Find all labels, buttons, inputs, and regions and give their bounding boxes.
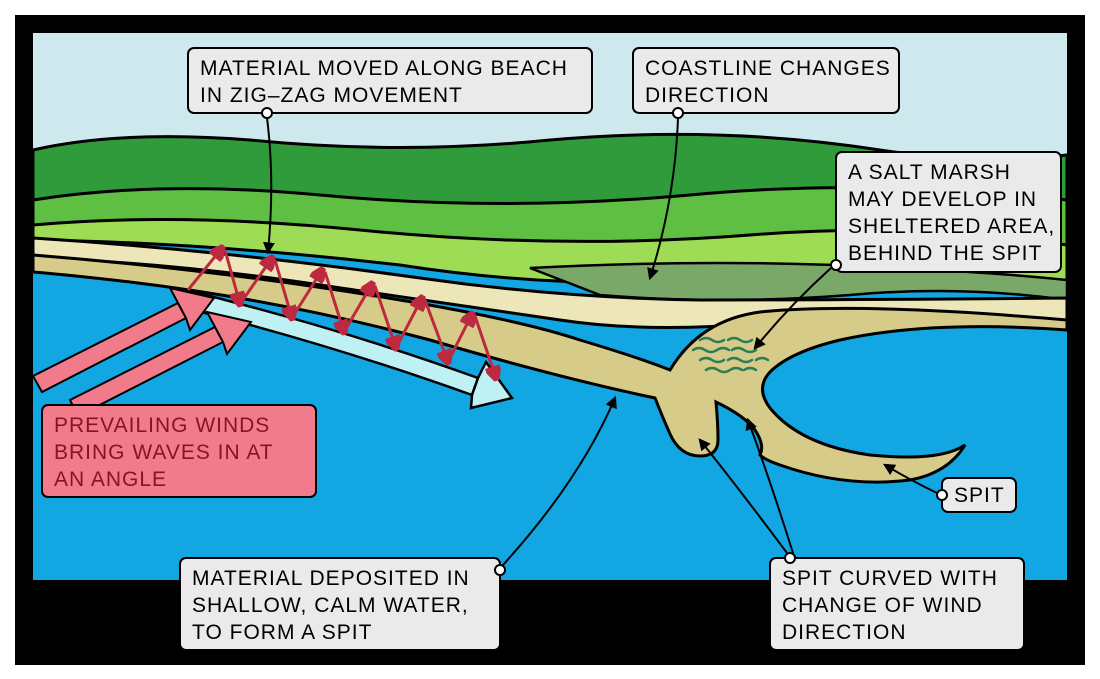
label-spit-text: SPIT <box>954 484 1005 507</box>
label-winds-line3: AN ANGLE <box>54 468 167 491</box>
label-winds-line1: PREVAILING WINDS <box>54 414 270 437</box>
label-winds-line2: BRING WAVES IN AT <box>54 441 274 464</box>
label-curved-line1: SPIT CURVED WITH <box>782 567 998 590</box>
label-winds: PREVAILING WINDS BRING WAVES IN AT AN AN… <box>42 405 316 497</box>
label-deposited-line2: SHALLOW, CALM WATER, <box>192 594 469 617</box>
label-curved-line3: DIRECTION <box>782 621 907 644</box>
label-saltmarsh-line3: SHELTERED AREA, <box>848 215 1055 238</box>
label-coastline-line2: DIRECTION <box>645 84 770 107</box>
label-saltmarsh-line4: BEHIND THE SPIT <box>848 242 1042 265</box>
label-deposited-line1: MATERIAL DEPOSITED IN <box>192 567 470 590</box>
spit-formation-diagram: MATERIAL MOVED ALONG BEACH IN ZIG–ZAG MO… <box>0 0 1100 679</box>
label-saltmarsh-line2: MAY DEVELOP IN <box>848 188 1037 211</box>
diagram-svg: MATERIAL MOVED ALONG BEACH IN ZIG–ZAG MO… <box>0 0 1100 679</box>
label-curved-line2: CHANGE OF WIND <box>782 594 983 617</box>
label-saltmarsh-line1: A SALT MARSH <box>848 161 1011 184</box>
label-coastline-line1: COASTLINE CHANGES <box>645 57 891 80</box>
label-zigzag-line2: IN ZIG–ZAG MOVEMENT <box>200 84 463 107</box>
label-zigzag-line1: MATERIAL MOVED ALONG BEACH <box>200 57 568 80</box>
label-deposited-line3: TO FORM A SPIT <box>192 621 372 644</box>
